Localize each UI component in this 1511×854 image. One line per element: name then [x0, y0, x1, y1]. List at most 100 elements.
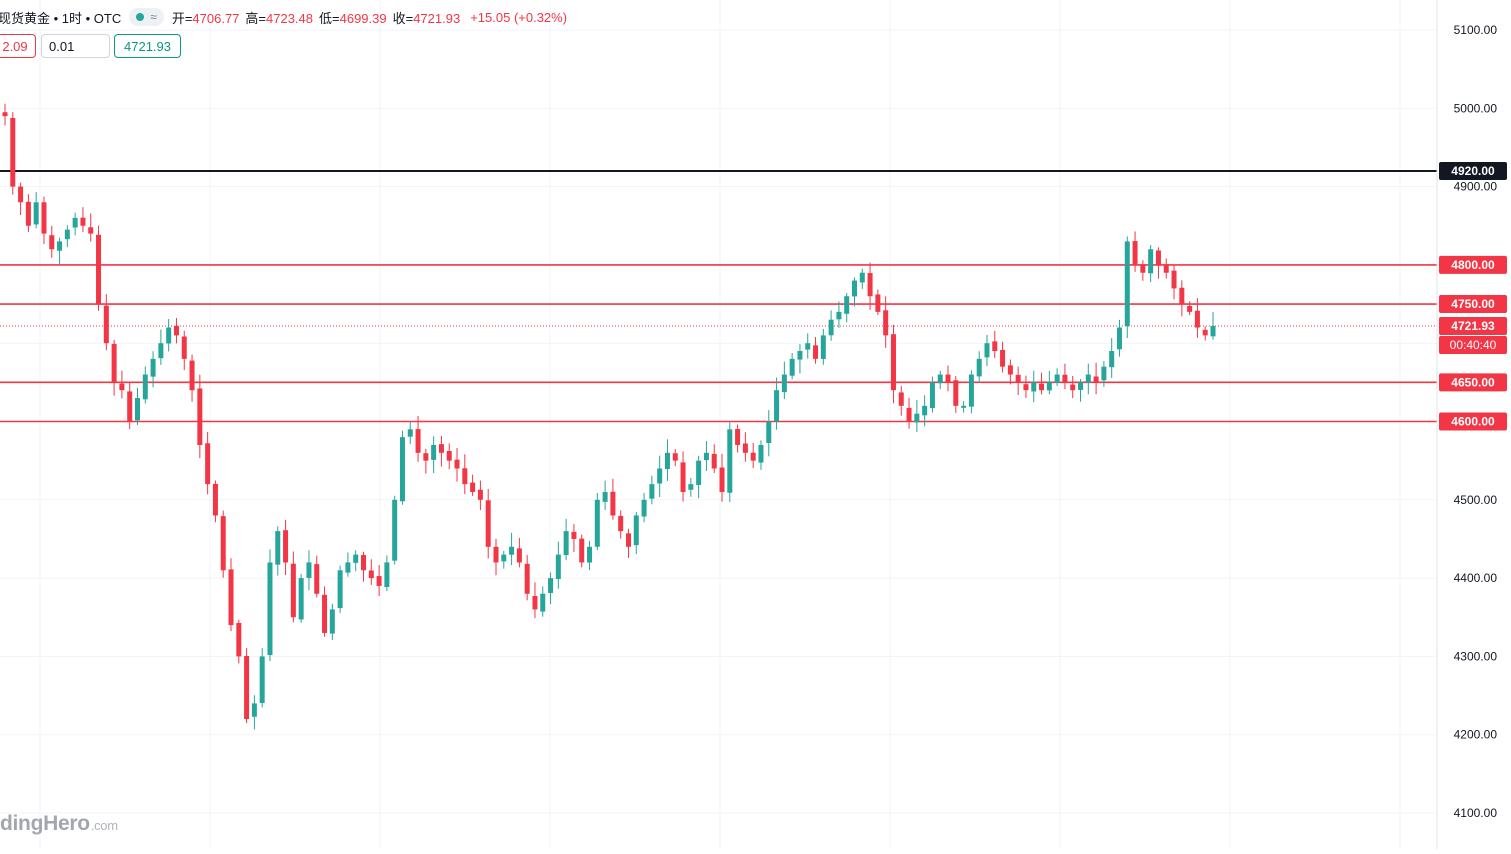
candle-body: [524, 563, 530, 594]
level-price-tag[interactable]: [1439, 295, 1507, 314]
candle-body: [158, 343, 164, 359]
level-price-tag[interactable]: [1439, 412, 1507, 431]
candle-body: [929, 382, 935, 409]
countdown-tag[interactable]: [1439, 336, 1507, 355]
candle-body: [968, 374, 974, 407]
symbol-title[interactable]: 现货黄金 • 1时 • OTC: [0, 10, 122, 26]
candle-body: [914, 413, 920, 423]
candle-body: [789, 358, 795, 376]
candle-body: [314, 564, 320, 594]
candle-body: [462, 468, 468, 485]
level-price-label: 4800.00: [1451, 258, 1495, 272]
wave-icon: ≈: [150, 10, 157, 24]
candle-body: [742, 443, 748, 453]
candle-body: [1054, 374, 1060, 383]
candle-body: [454, 459, 460, 469]
candle-body: [41, 202, 47, 234]
countdown-label: 00:40:40: [1450, 338, 1497, 352]
high-label: 高=: [245, 10, 267, 26]
candle-body: [859, 272, 865, 283]
level-price-tag[interactable]: [1439, 161, 1507, 180]
candle-body: [1210, 325, 1216, 337]
candle-body: [1140, 264, 1146, 273]
candle-body: [80, 217, 86, 226]
horizontal-lines[interactable]: 4920.00 4800.00 4750.00 4650.00 4600.00 4721.…: [0, 161, 1507, 431]
candle-body: [758, 444, 764, 463]
candle-body: [548, 578, 554, 594]
candle-body: [368, 570, 374, 579]
candle-body: [64, 229, 70, 240]
candle-body: [150, 358, 156, 377]
y-tick-label: 4500.00: [1454, 493, 1498, 507]
sell-button[interactable]: 2.09: [0, 34, 36, 58]
candle-body: [1155, 250, 1161, 265]
candle-body: [392, 499, 398, 561]
candle-body: [594, 499, 600, 547]
candle-body: [127, 391, 133, 422]
last-price-tag[interactable]: [1439, 317, 1507, 336]
low-label: 低=: [319, 10, 340, 26]
market-status[interactable]: ≈: [129, 8, 164, 26]
candle-body: [836, 311, 842, 320]
candle-body: [711, 453, 717, 469]
candle-body: [945, 374, 951, 383]
candle-body: [275, 531, 281, 565]
last-price-label: 4721.93: [1451, 319, 1495, 333]
candle-body: [298, 578, 304, 620]
candle-body: [485, 500, 491, 547]
candle-body: [1062, 374, 1068, 383]
candle-body: [906, 407, 912, 422]
candle-body: [119, 383, 125, 391]
level-price-label: 4600.00: [1451, 415, 1495, 429]
candle-body: [57, 241, 63, 251]
candle-body: [415, 429, 421, 453]
candle-body: [813, 345, 819, 359]
quantity-input[interactable]: 0.01: [41, 34, 110, 58]
candle-body: [353, 554, 359, 563]
candle-body: [805, 343, 811, 350]
candle-body: [961, 405, 967, 408]
candle-body: [890, 334, 896, 391]
candle-body: [1163, 264, 1169, 273]
candle-body: [1000, 349, 1006, 367]
candle-body: [976, 358, 982, 377]
candle-body: [1015, 374, 1021, 383]
candle-body: [501, 554, 507, 562]
candle-body: [571, 531, 577, 539]
candle-body: [657, 468, 663, 484]
candle-body: [189, 360, 195, 391]
candle-body: [290, 563, 296, 618]
candle-body: [774, 390, 780, 422]
candle-body: [664, 452, 670, 470]
candle-body: [555, 554, 561, 580]
candle-body: [781, 374, 787, 393]
candle-body: [399, 437, 405, 502]
y-tick-label: 4300.00: [1454, 649, 1498, 663]
candle-body: [431, 444, 437, 460]
buy-button[interactable]: 4721.93: [114, 34, 181, 58]
y-tick-label: 4400.00: [1454, 571, 1498, 585]
candle-body: [173, 325, 179, 336]
candle-body: [236, 622, 242, 657]
candle-body: [579, 538, 585, 563]
candle-body: [228, 569, 234, 626]
candle-body: [220, 516, 226, 571]
level-price-tag[interactable]: [1439, 255, 1507, 274]
candle-body: [1101, 366, 1107, 381]
candle-body: [1116, 327, 1122, 350]
candle-body: [306, 562, 312, 578]
candle-body: [384, 562, 390, 588]
price-axis[interactable]: 5100.00 5000.00 4900.00 4500.00 4400.00 4300.…: [1436, 0, 1498, 849]
symbol-header: 现货黄金 • 1时 • OTC ≈ 开=4706.77 高=4723.48 低=…: [0, 6, 567, 28]
candle-body: [922, 405, 928, 416]
candle-body: [337, 570, 343, 609]
candle-body: [493, 546, 499, 563]
candle-body: [88, 227, 94, 234]
level-price-tag[interactable]: [1439, 373, 1507, 392]
candle-body: [142, 374, 148, 400]
ohlc-open: 开=4706.77: [172, 8, 240, 27]
candle-body: [649, 484, 655, 499]
candle-body: [610, 491, 616, 516]
